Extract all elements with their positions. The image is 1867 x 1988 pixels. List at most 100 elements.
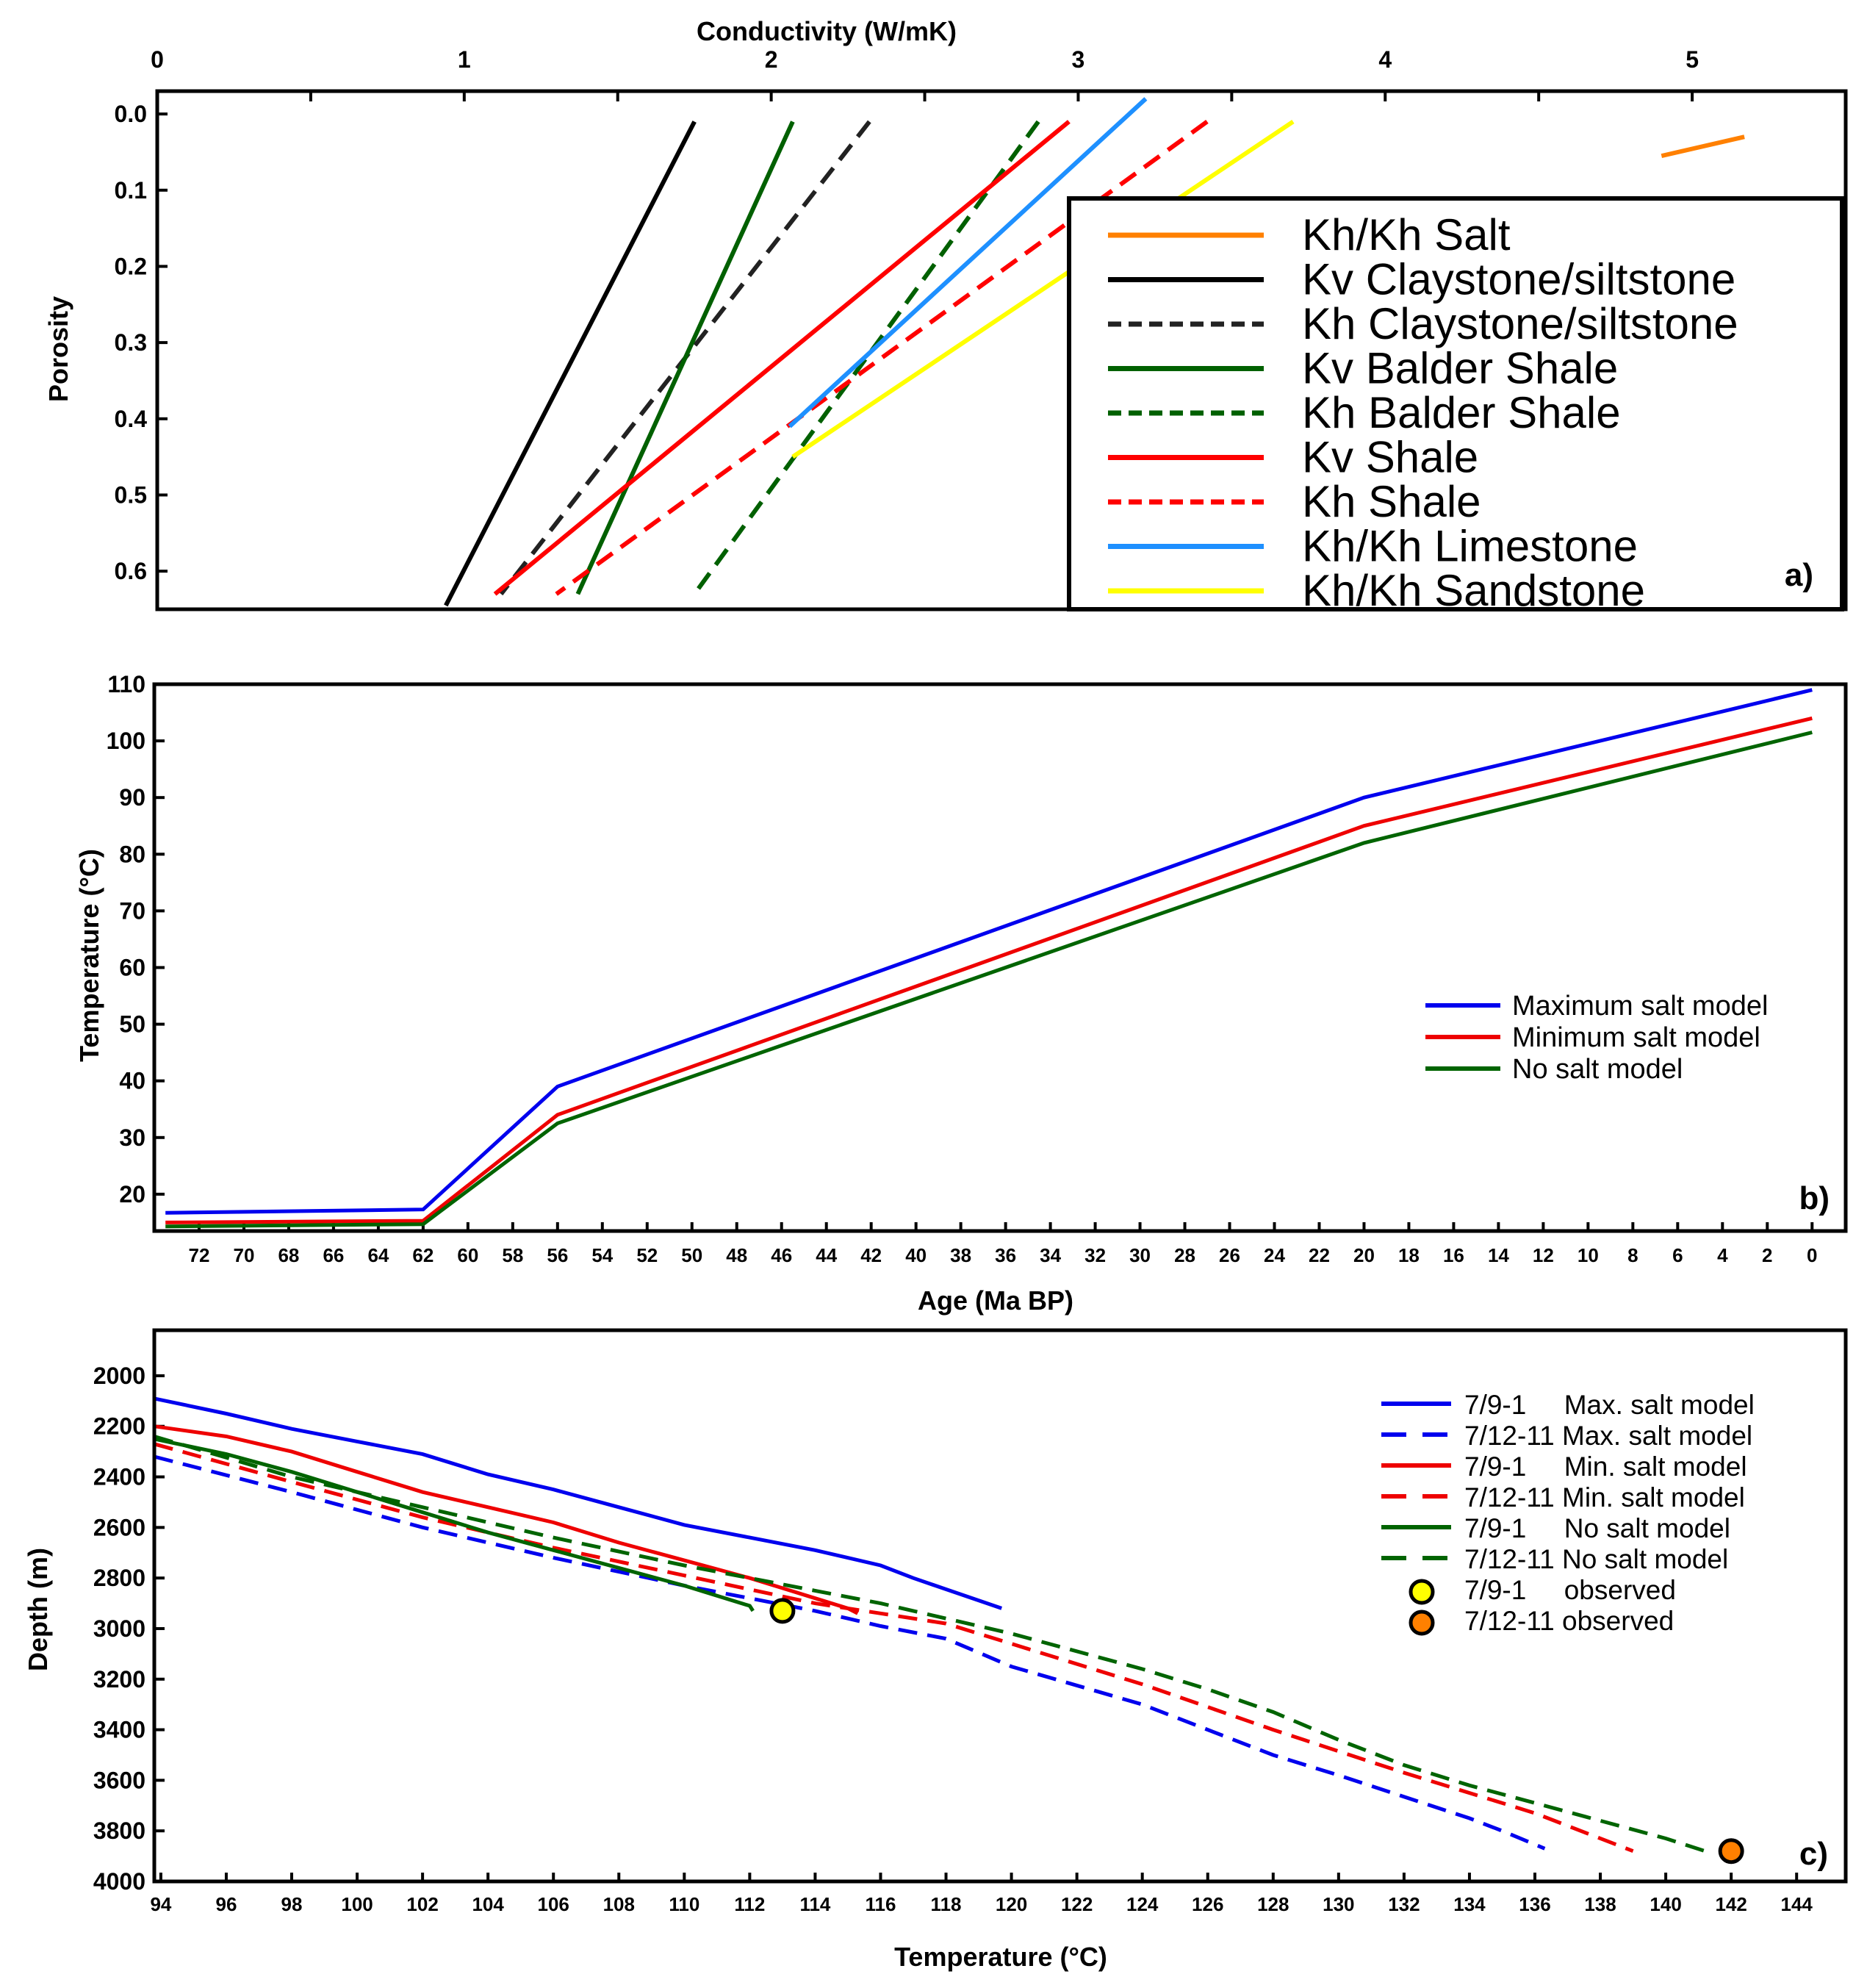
series-line-kh-kh-limestone — [788, 97, 1148, 428]
y-tick-label: 2000 — [93, 1363, 145, 1389]
x-tick-label: 100 — [341, 1893, 373, 1915]
y-tick-label: 0.4 — [115, 406, 148, 432]
x-tick-label: 68 — [278, 1244, 299, 1266]
series-line-7-12-11-max-salt-model — [154, 1454, 1546, 1851]
legend-label-7-12-11-no-salt-model: 7/12-11 No salt model — [1464, 1544, 1728, 1574]
x-tick-label: 46 — [771, 1244, 792, 1266]
series-line-no-salt-model — [165, 731, 1813, 1229]
x-tick-label: 10 — [1578, 1244, 1599, 1266]
legend-swatch-7-12-11-observed — [1409, 1610, 1435, 1636]
x-tick-label: 140 — [1650, 1893, 1681, 1915]
y-tick-label: 3200 — [93, 1666, 145, 1693]
x-tick-label: 62 — [412, 1244, 434, 1266]
legend-label-kh-claystone-siltstone: Kh Claystone/siltstone — [1302, 299, 1738, 348]
observed-point-7-9-1-observed — [769, 1598, 796, 1624]
series-line-minimum-salt-model — [165, 716, 1813, 1224]
series-line-7-12-11-min-salt-model — [154, 1442, 1634, 1854]
y-tick-label: 100 — [107, 728, 145, 754]
legend-label-7-9-1-no-salt-model: 7/9-1 No salt model — [1464, 1513, 1730, 1543]
x-tick-label: 106 — [538, 1893, 569, 1915]
x-tick-label: 124 — [1126, 1893, 1159, 1915]
x-tick-label: 118 — [931, 1893, 962, 1915]
legend-label-kh-kh-sandstone: Kh/Kh Sandstone — [1302, 566, 1645, 615]
x-tick-label: 18 — [1398, 1244, 1420, 1266]
y-tick-label: 2200 — [93, 1413, 145, 1440]
y-axis-title: Temperature (°C) — [74, 849, 104, 1062]
legend-box — [1067, 196, 1844, 611]
x-tick-label: 142 — [1715, 1893, 1747, 1915]
y-tick-label: 3800 — [93, 1817, 145, 1844]
legend-label-7-9-1-max-salt-model: 7/9-1 Max. salt model — [1464, 1390, 1755, 1420]
y-tick-label: 60 — [119, 954, 145, 980]
series-line-kh-kh-salt — [1661, 134, 1745, 159]
x-axis-title: Conductivity (W/mK) — [697, 16, 957, 46]
x-tick-label: 0 — [1807, 1244, 1817, 1266]
series-line-maximum-salt-model — [165, 688, 1813, 1215]
x-tick-label: 38 — [950, 1244, 971, 1266]
y-tick-label: 20 — [119, 1181, 145, 1207]
x-tick-label: 122 — [1061, 1893, 1093, 1915]
x-tick-label: 66 — [323, 1244, 344, 1266]
x-axis-title: Temperature (°C) — [894, 1942, 1107, 1972]
y-tick-label: 0.1 — [115, 177, 147, 204]
x-tick-label: 94 — [150, 1893, 171, 1915]
x-tick-label: 30 — [1129, 1244, 1151, 1266]
x-tick-label: 52 — [636, 1244, 658, 1266]
x-tick-label: 32 — [1084, 1244, 1106, 1266]
y-tick-label: 80 — [119, 841, 145, 867]
series-line-kh-kh-sandstone — [791, 119, 1295, 459]
y-tick-label: 2600 — [93, 1514, 145, 1540]
x-tick-label: 22 — [1309, 1244, 1330, 1266]
x-tick-label: 64 — [367, 1244, 389, 1266]
x-tick-label: 132 — [1388, 1893, 1420, 1915]
legend-label-kh-shale: Kh Shale — [1302, 477, 1481, 526]
x-tick-label: 48 — [726, 1244, 747, 1266]
x-tick-label: 134 — [1453, 1893, 1486, 1915]
x-tick-label: 8 — [1627, 1244, 1638, 1266]
panel-label-c: c) — [1799, 1836, 1828, 1872]
y-tick-label: 50 — [119, 1011, 145, 1038]
series-line-kv-shale — [493, 120, 1071, 596]
panel-label-a: a) — [1785, 557, 1813, 593]
x-tick-label: 4 — [1378, 46, 1392, 73]
x-tick-label: 34 — [1040, 1244, 1061, 1266]
x-tick-label: 110 — [669, 1893, 699, 1915]
y-tick-label: 0.3 — [115, 329, 147, 356]
legend-label-7-9-1-min-salt-model: 7/9-1 Min. salt model — [1464, 1451, 1747, 1482]
y-tick-label: 0.5 — [115, 481, 147, 508]
x-tick-label: 112 — [734, 1893, 765, 1915]
y-tick-label: 0.2 — [115, 253, 147, 279]
x-tick-label: 138 — [1584, 1893, 1616, 1915]
x-tick-label: 60 — [457, 1244, 478, 1266]
series-line-7-9-1-no-salt-model — [154, 1437, 755, 1612]
legend-label-kv-claystone-siltstone: Kv Claystone/siltstone — [1302, 255, 1735, 304]
x-tick-label: 16 — [1443, 1244, 1464, 1266]
y-tick-label: 70 — [119, 897, 145, 924]
x-tick-label: 2 — [1762, 1244, 1772, 1266]
x-tick-label: 98 — [281, 1893, 303, 1915]
series-line-kv-balder-shale — [575, 121, 795, 595]
observed-point-7-12-11-observed — [1718, 1838, 1744, 1865]
legend-label-kv-balder-shale: Kv Balder Shale — [1302, 344, 1618, 393]
x-tick-label: 42 — [860, 1244, 882, 1266]
y-tick-label: 90 — [119, 784, 145, 811]
y-tick-label: 2400 — [93, 1464, 145, 1490]
legend-swatch-7-9-1-observed — [1409, 1579, 1435, 1605]
x-tick-label: 0 — [151, 46, 164, 73]
x-tick-label: 54 — [591, 1244, 613, 1266]
x-tick-label: 40 — [905, 1244, 927, 1266]
x-tick-label: 1 — [458, 46, 471, 73]
y-tick-label: 3000 — [93, 1615, 145, 1642]
x-tick-label: 58 — [502, 1244, 523, 1266]
y-axis-title: Depth (m) — [23, 1548, 53, 1671]
x-tick-label: 14 — [1488, 1244, 1509, 1266]
x-tick-label: 108 — [603, 1893, 635, 1915]
x-tick-label: 70 — [233, 1244, 254, 1266]
y-tick-label: 2800 — [93, 1565, 145, 1591]
legend-label-7-12-11-max-salt-model: 7/12-11 Max. salt model — [1464, 1421, 1752, 1451]
x-tick-label: 3 — [1072, 46, 1085, 73]
x-tick-label: 28 — [1174, 1244, 1195, 1266]
